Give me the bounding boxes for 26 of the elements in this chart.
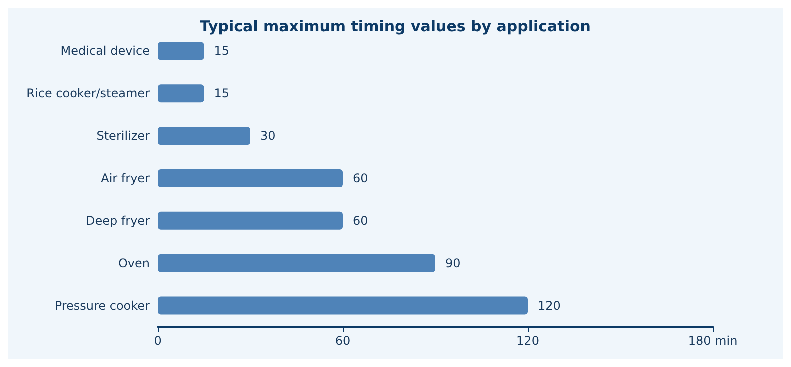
chart-title: Typical maximum timing values by application [200, 18, 591, 36]
x-tick-label: 120 [516, 334, 540, 348]
y-tick-label: Rice cooker/steamer [26, 86, 150, 101]
y-tick-label: Oven [118, 256, 150, 270]
bar [158, 254, 436, 272]
y-tick-label: Pressure cooker [54, 298, 150, 313]
bar [158, 296, 528, 315]
data-label: 15 [214, 44, 230, 58]
data-label: 15 [214, 86, 230, 101]
y-tick-label: Medical device [60, 44, 150, 58]
y-tick-label: Sterilizer [96, 129, 150, 144]
data-label: 60 [353, 214, 368, 228]
x-tick-label: 60 [335, 334, 351, 348]
bar [158, 170, 343, 188]
x-tick-label: 180 min [688, 334, 738, 348]
data-label: 120 [538, 298, 561, 313]
data-label: 90 [446, 256, 461, 270]
bar [158, 212, 343, 230]
bar [158, 127, 250, 146]
y-tick-label: Deep fryer [86, 214, 150, 228]
y-tick-label: Air fryer [101, 172, 150, 186]
data-label: 30 [260, 129, 276, 144]
x-tick-label: 0 [154, 334, 162, 348]
data-label: 60 [353, 172, 368, 186]
bar [158, 42, 204, 60]
bar [158, 84, 204, 103]
